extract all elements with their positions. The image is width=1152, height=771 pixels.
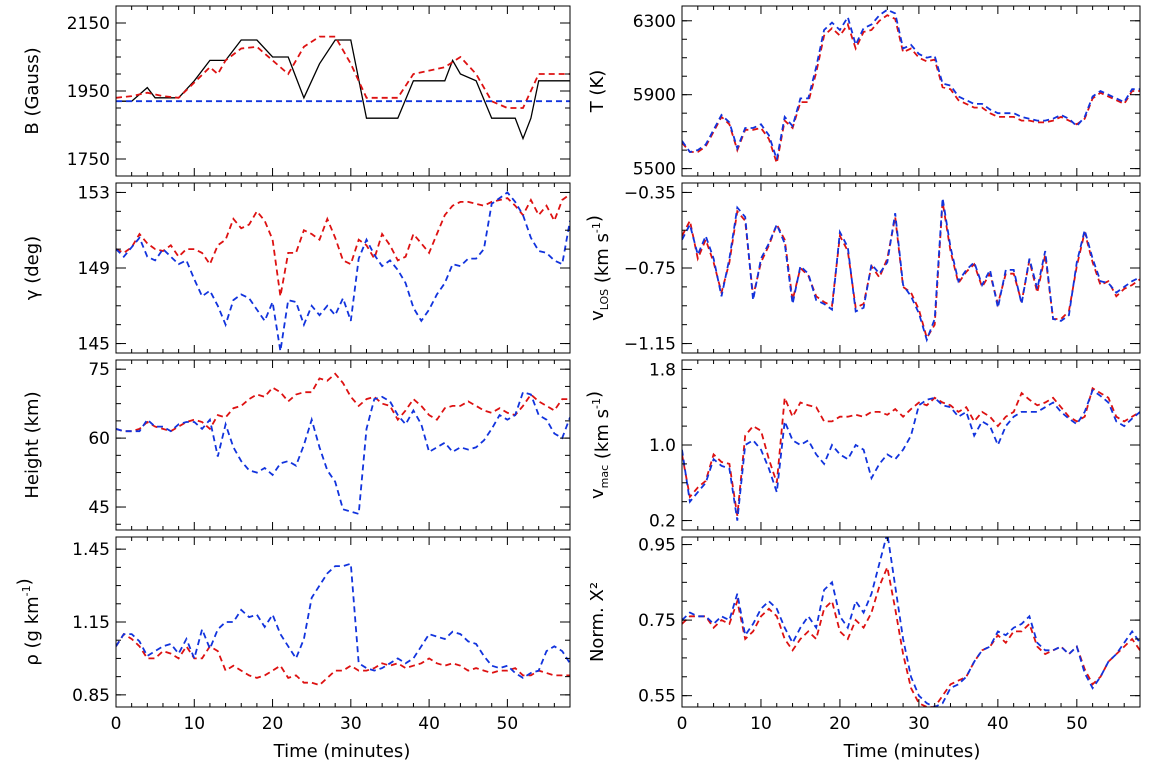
x-tick-label: 40 bbox=[987, 714, 1009, 734]
y-tick-label: 149 bbox=[78, 259, 110, 279]
y-tick-label: 2150 bbox=[67, 14, 110, 34]
y-axis-title: vmac (km s-1) bbox=[584, 391, 613, 499]
plot-frame bbox=[115, 182, 571, 354]
x-tick-label: 30 bbox=[340, 714, 362, 734]
plot-frame bbox=[681, 536, 1141, 708]
panel-rho: 0 10 20 30 40 50 0.85 1.15 1.45 ρ (g km-1) bbox=[14, 536, 571, 734]
x-tick-label: 50 bbox=[497, 714, 519, 734]
y-tick-label: 145 bbox=[78, 335, 110, 355]
series-chi2-blue bbox=[682, 537, 1140, 707]
series-T-blue bbox=[682, 8, 1140, 160]
y-tick-label: 1.45 bbox=[72, 540, 110, 560]
series-gamma-blue bbox=[116, 191, 570, 352]
x-tick-label: 40 bbox=[418, 714, 440, 734]
y-axis-title: T (K) bbox=[587, 70, 608, 114]
y-tick-label: −0.35 bbox=[624, 183, 676, 203]
plot-frame bbox=[115, 359, 571, 531]
panel-B: 1750 1950 2150 B (Gauss) bbox=[22, 5, 571, 177]
y-tick-label: 45 bbox=[88, 498, 110, 518]
x-axis-title-right: Time (minutes) bbox=[843, 741, 981, 762]
y-axis-title: B (Gauss) bbox=[22, 47, 43, 134]
plot-frame bbox=[681, 359, 1141, 531]
y-tick-label: 0.2 bbox=[649, 512, 676, 532]
x-tick-label: 30 bbox=[908, 714, 930, 734]
series-B-red bbox=[116, 35, 570, 109]
y-tick-label: 1950 bbox=[67, 82, 110, 102]
y-tick-label: 75 bbox=[88, 360, 110, 380]
y-tick-label: 60 bbox=[88, 429, 110, 449]
y-tick-label: 0.85 bbox=[72, 686, 110, 706]
plot-frame bbox=[115, 536, 571, 708]
x-tick-label: 0 bbox=[111, 714, 122, 734]
y-tick-label: 1.0 bbox=[649, 436, 676, 456]
series-chi2-red bbox=[682, 564, 1140, 707]
y-tick-label: 153 bbox=[78, 183, 110, 203]
y-axis-title: γ (deg) bbox=[22, 236, 43, 300]
y-tick-label: 5500 bbox=[633, 160, 676, 180]
y-tick-label: −0.75 bbox=[624, 259, 676, 279]
x-tick-label: 20 bbox=[262, 714, 284, 734]
y-tick-label: 5900 bbox=[633, 86, 676, 106]
series-vlos-blue bbox=[682, 197, 1140, 343]
y-tick-label: 1.15 bbox=[72, 613, 110, 633]
x-tick-label: 20 bbox=[829, 714, 851, 734]
panels: 1750 1950 2150 B (Gauss) 5500 5900 6300 T (K) 14… bbox=[14, 5, 1141, 734]
y-tick-label: 0.75 bbox=[638, 611, 676, 631]
series-vmac-blue bbox=[682, 388, 1140, 521]
y-axis-title: vLOS (km s-1) bbox=[584, 215, 613, 321]
y-axis-title: Norm. X² bbox=[587, 582, 608, 662]
series-B-black bbox=[116, 39, 570, 141]
series-gamma-red bbox=[116, 193, 570, 297]
y-tick-label: 0.55 bbox=[638, 687, 676, 707]
y-axis-title: Height (km) bbox=[22, 391, 43, 498]
series-rho-blue bbox=[116, 562, 570, 679]
x-tick-label: 50 bbox=[1066, 714, 1088, 734]
panel-T: 5500 5900 6300 T (K) bbox=[587, 5, 1141, 180]
panel-gamma: 145 149 153 γ (deg) bbox=[22, 182, 571, 355]
series-height-red bbox=[116, 372, 570, 433]
x-axis-title-left: Time (minutes) bbox=[273, 741, 411, 762]
x-tick-label: 10 bbox=[183, 714, 205, 734]
plot-frame bbox=[681, 5, 1141, 177]
x-tick-label: 10 bbox=[750, 714, 772, 734]
panel-vlos: −1.15 −0.75 −0.35 vLOS (km s-1) bbox=[584, 182, 1141, 355]
y-tick-label: 1.8 bbox=[649, 360, 676, 380]
panel-vmac: 0.2 1.0 1.8 vmac (km s-1) bbox=[584, 359, 1141, 532]
y-tick-label: 6300 bbox=[633, 12, 676, 32]
y-tick-label: −1.15 bbox=[624, 335, 676, 355]
panel-chi2: 0 10 20 30 40 50 0.55 0.75 0.95 Norm. X² bbox=[587, 536, 1141, 734]
y-axis-title: ρ (g km-1) bbox=[14, 578, 43, 665]
panel-height: 45 60 75 Height (km) bbox=[22, 359, 571, 531]
x-tick-label: 0 bbox=[677, 714, 688, 734]
series-vmac-red bbox=[682, 386, 1140, 516]
series-rho-red bbox=[116, 632, 570, 687]
series-T-red bbox=[682, 14, 1140, 164]
y-tick-label: 0.95 bbox=[638, 536, 676, 556]
series-vlos-red bbox=[682, 201, 1140, 341]
series-height-blue bbox=[116, 391, 570, 516]
y-tick-label: 1750 bbox=[67, 150, 110, 170]
